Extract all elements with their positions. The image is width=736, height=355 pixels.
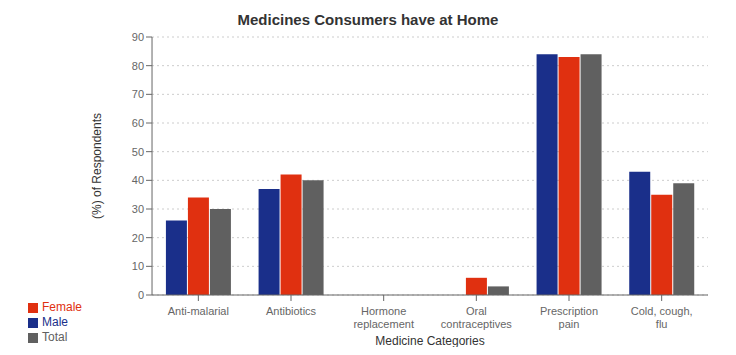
svg-text:Prescriptionpain: Prescriptionpain <box>540 305 598 330</box>
html-text:Total: Total <box>42 330 68 344</box>
svg-text:Antibiotics: Antibiotics <box>266 305 317 317</box>
svg-text:Cold, cough,flu: Cold, cough,flu <box>631 305 693 330</box>
svg-text:30: 30 <box>132 203 144 215</box>
html-text:Male: Male <box>42 315 68 329</box>
html-text:Female: Female <box>42 300 82 314</box>
svg-text:(%) of Respondents: (%) of Respondents <box>90 113 104 219</box>
svg-text:Hormonereplacement: Hormonereplacement <box>353 305 414 330</box>
svg-text:Anti-malarial: Anti-malarial <box>168 305 229 317</box>
svg-text:60: 60 <box>132 117 144 129</box>
svg-text:50: 50 <box>132 146 144 158</box>
svg-text:80: 80 <box>132 60 144 72</box>
svg-text:Oralcontraceptives: Oralcontraceptives <box>441 305 512 330</box>
svg-text:40: 40 <box>132 174 144 186</box>
svg-text:70: 70 <box>132 88 144 100</box>
svg-text:90: 90 <box>132 32 144 43</box>
html-text:Medicines Consumers have at Ho: Medicines Consumers have at Home <box>237 11 499 28</box>
svg-text:20: 20 <box>132 232 144 244</box>
svg-text:0: 0 <box>138 289 144 301</box>
svg-text:Medicine Categories: Medicine Categories <box>375 334 484 347</box>
svg-text:10: 10 <box>132 260 144 272</box>
